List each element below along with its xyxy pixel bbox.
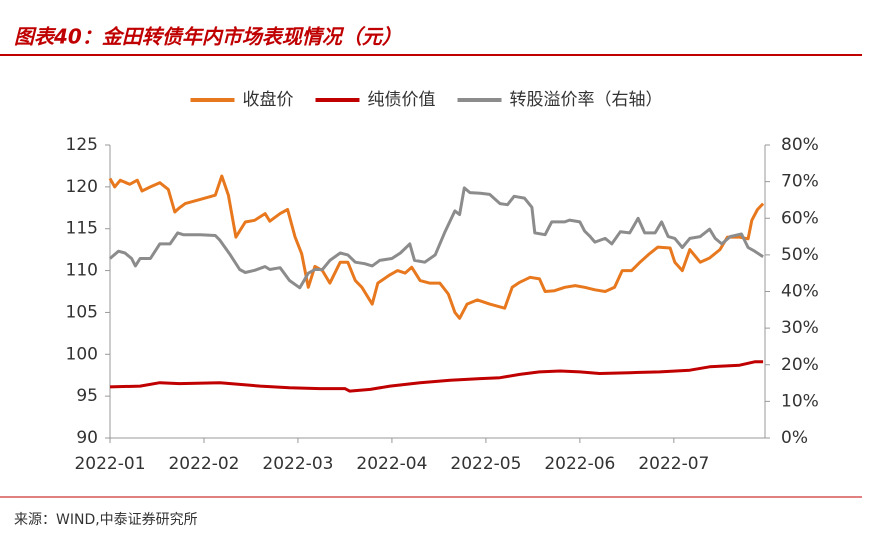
legend-label: 收盘价 — [243, 90, 294, 110]
y2-tick-label: 70% — [781, 172, 819, 192]
y-tick-label: 125 — [66, 135, 98, 155]
y-tick-label: 120 — [66, 177, 98, 197]
y2-tick-label: 50% — [781, 245, 819, 265]
chart-title: 图表40：金田转债年内市场表现情况（元） — [14, 25, 402, 49]
x-tick-label: 2022-06 — [544, 454, 615, 474]
series-line — [109, 186, 764, 290]
x-tick-label: 2022-05 — [450, 454, 521, 474]
y2-tick-label: 20% — [781, 355, 819, 375]
y2-tick-label: 10% — [781, 391, 819, 411]
y-tick-label: 110 — [66, 261, 98, 281]
y-tick-label: 100 — [66, 344, 98, 364]
x-tick-label: 2022-01 — [74, 454, 145, 474]
series-line — [109, 360, 764, 393]
y-tick-label: 115 — [66, 219, 98, 239]
x-tick-label: 2022-03 — [262, 454, 333, 474]
legend-label: 转股溢价率（右轴） — [510, 90, 663, 110]
y2-tick-label: 40% — [781, 282, 819, 302]
legend-label: 纯债价值 — [368, 90, 436, 110]
y-tick-label: 105 — [66, 302, 98, 322]
y-tick-label: 95 — [76, 386, 98, 406]
y-tick-label: 90 — [76, 428, 98, 448]
x-tick-label: 2022-02 — [168, 454, 239, 474]
y2-tick-label: 0% — [781, 428, 808, 448]
y2-tick-label: 30% — [781, 318, 819, 338]
source: 来源：WIND,中泰证券研究所 — [14, 512, 198, 528]
y2-tick-label: 60% — [781, 208, 819, 228]
x-tick-label: 2022-04 — [356, 454, 427, 474]
series-line — [108, 174, 765, 320]
y2-tick-label: 80% — [781, 135, 819, 155]
x-tick-label: 2022-07 — [638, 454, 709, 474]
